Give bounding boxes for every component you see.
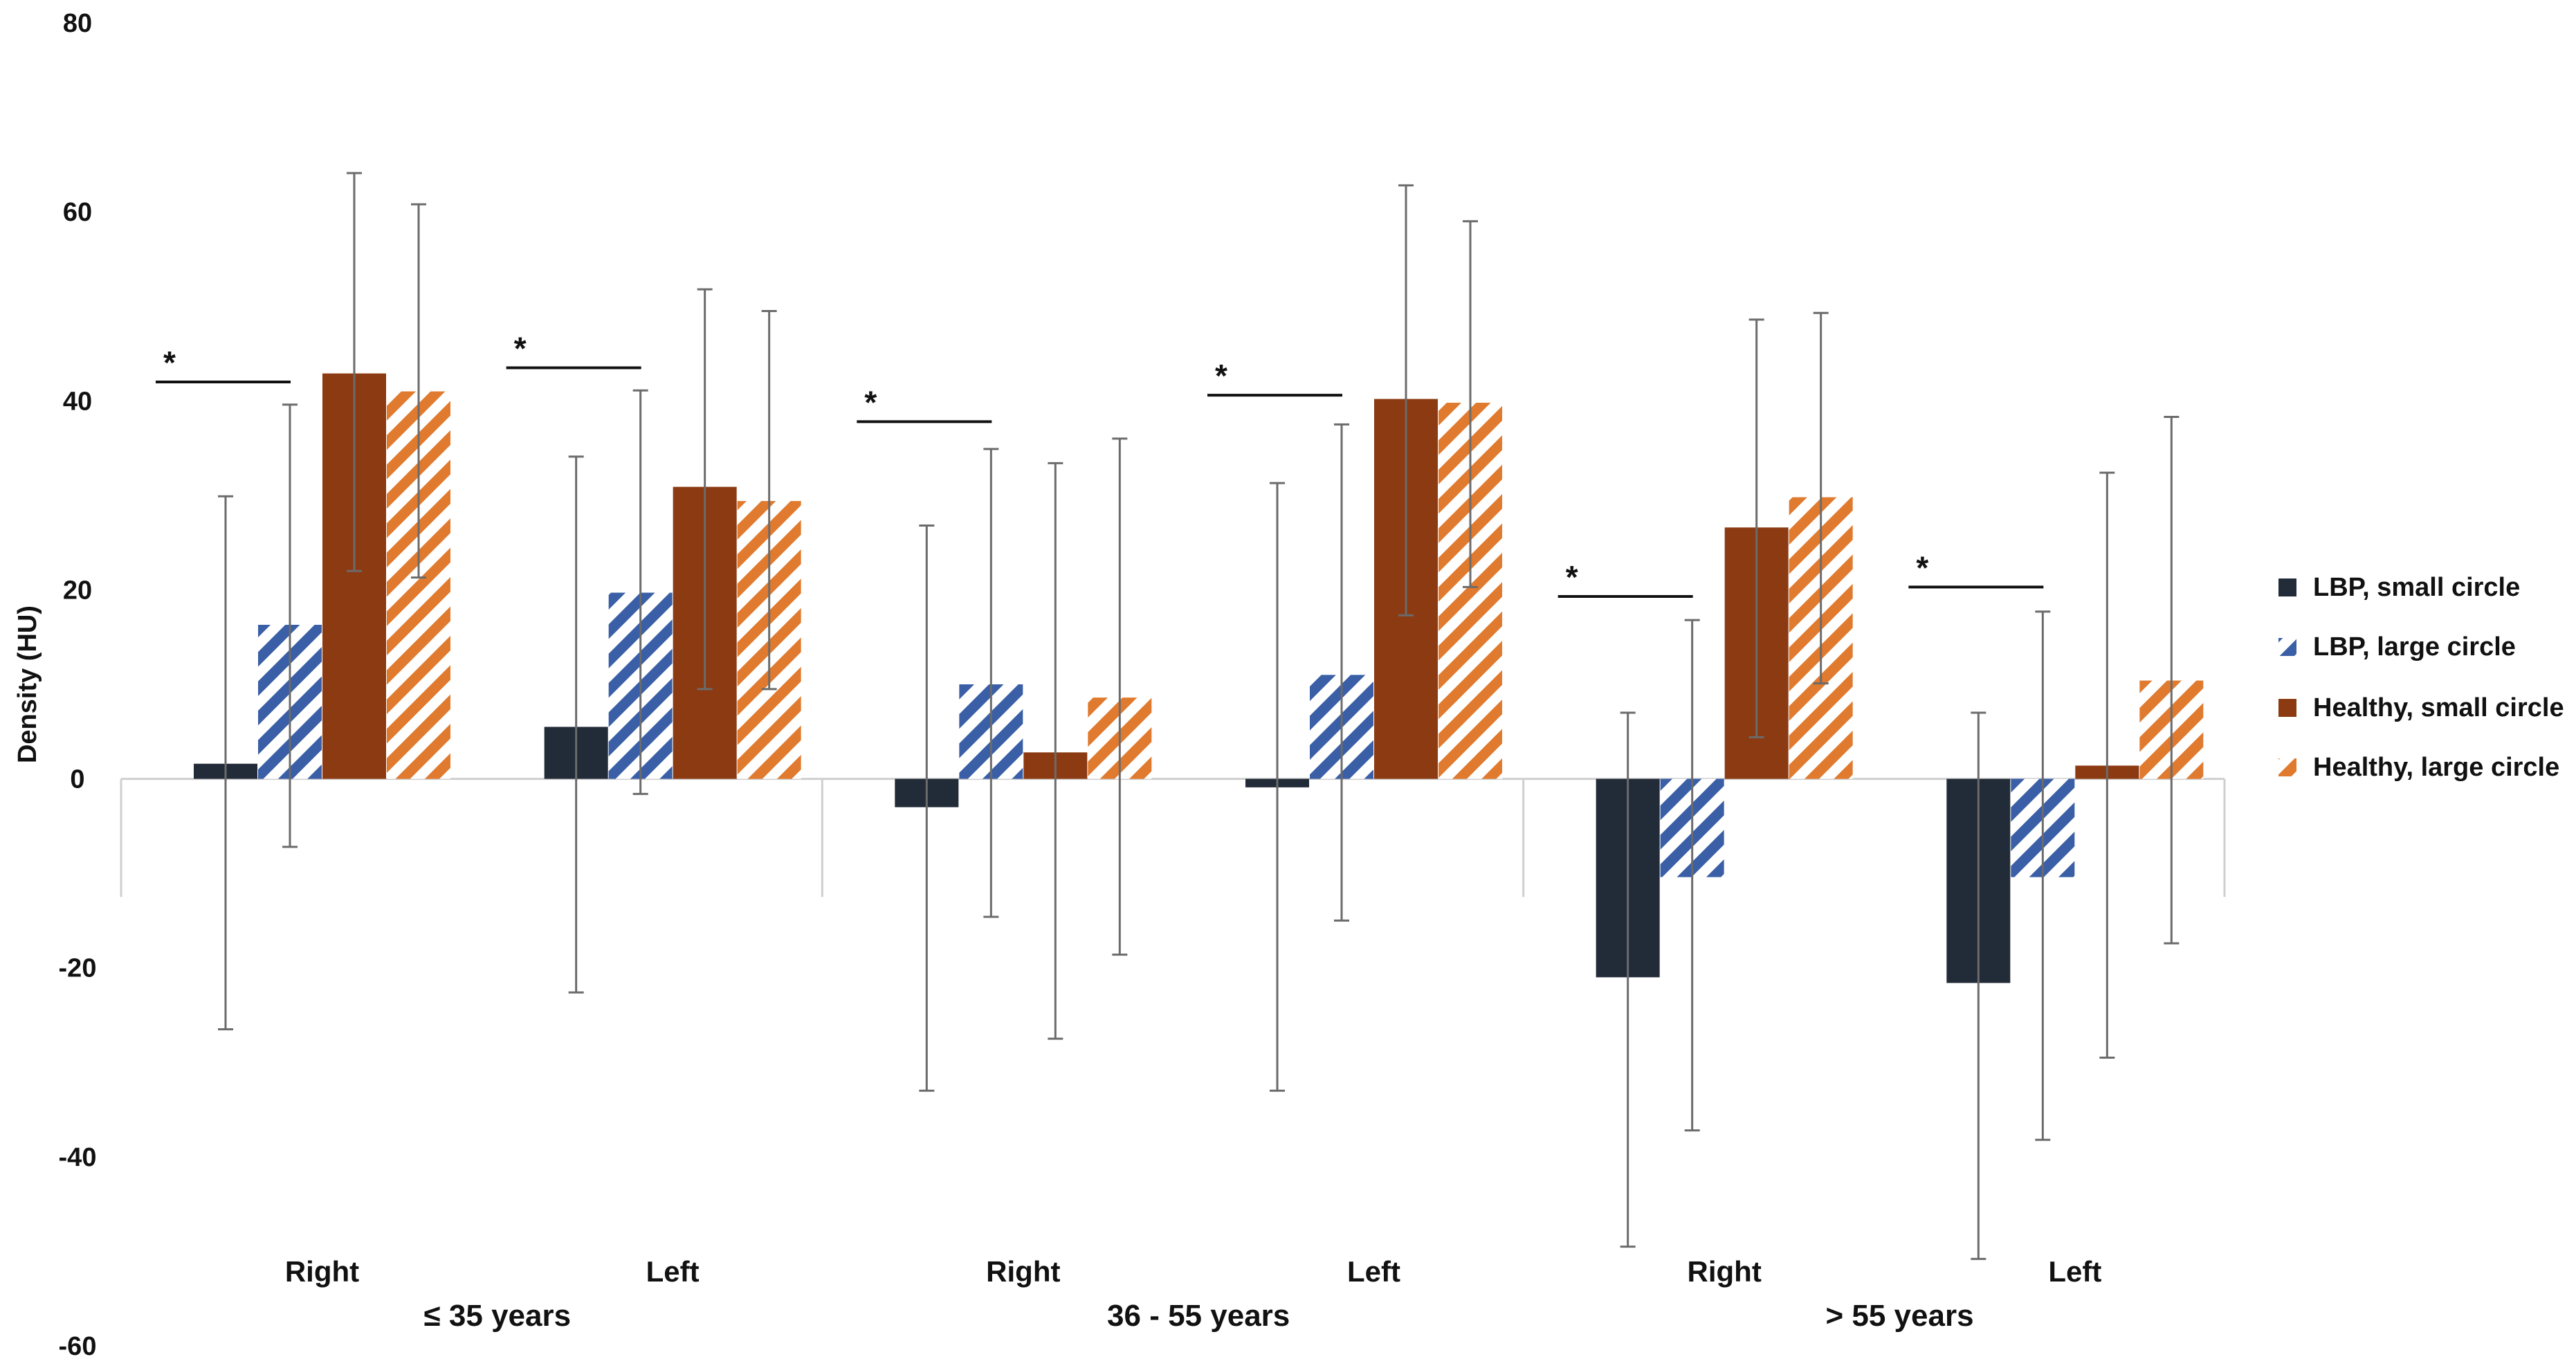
y-tick-label: 40 [63,387,92,416]
category-label: Right [285,1255,359,1288]
legend-swatch [2278,699,2296,717]
significance-star: * [864,384,877,420]
category-label: Left [1347,1255,1400,1288]
group-label: > 55 years [1825,1299,1973,1333]
legend-swatch [2278,758,2296,776]
y-tick-label: 0 [70,765,84,794]
axis-lines [120,778,2226,897]
legend-label: Healthy, large circle [2313,753,2559,782]
y-tick-label: -20 [59,954,97,983]
legend-label: LBP, small circle [2313,573,2520,602]
group-label: 36 - 55 years [1107,1299,1290,1333]
group-labels: ≤ 35 years 36 - 55 years > 55 years [424,1299,1974,1333]
category-label: Left [2048,1255,2101,1288]
category-label: Right [986,1255,1060,1288]
category-label: Right [1688,1255,1762,1288]
group-label: ≤ 35 years [424,1299,572,1333]
category-label: Left [646,1255,700,1288]
y-axis-ticks: 80 60 40 20 0 -20 -40 -60 [59,9,97,1361]
y-tick-label: 80 [63,9,92,38]
error-bars [218,172,2180,1260]
significance-star: * [1916,549,1928,585]
significance-star: * [514,330,527,366]
significance-star: * [1566,559,1578,595]
significance-star: * [163,345,176,381]
y-tick-label: 60 [63,198,92,227]
legend-swatch [2278,638,2296,656]
legend-swatch [2278,578,2296,596]
legend-label: Healthy, small circle [2313,693,2564,722]
y-tick-label: 20 [63,576,92,605]
legend: LBP, small circle LBP, large circle Health… [2278,573,2564,782]
significance-markers: * * * * * * [156,330,2044,598]
bars [194,373,2204,983]
y-axis-title: Density (HU) [13,605,42,763]
legend-label: LBP, large circle [2313,632,2516,662]
category-labels: Right Left Right Left Right Left [285,1255,2101,1288]
significance-star: * [1215,358,1227,394]
y-tick-label: -60 [59,1332,97,1361]
y-tick-label: -40 [59,1143,97,1172]
